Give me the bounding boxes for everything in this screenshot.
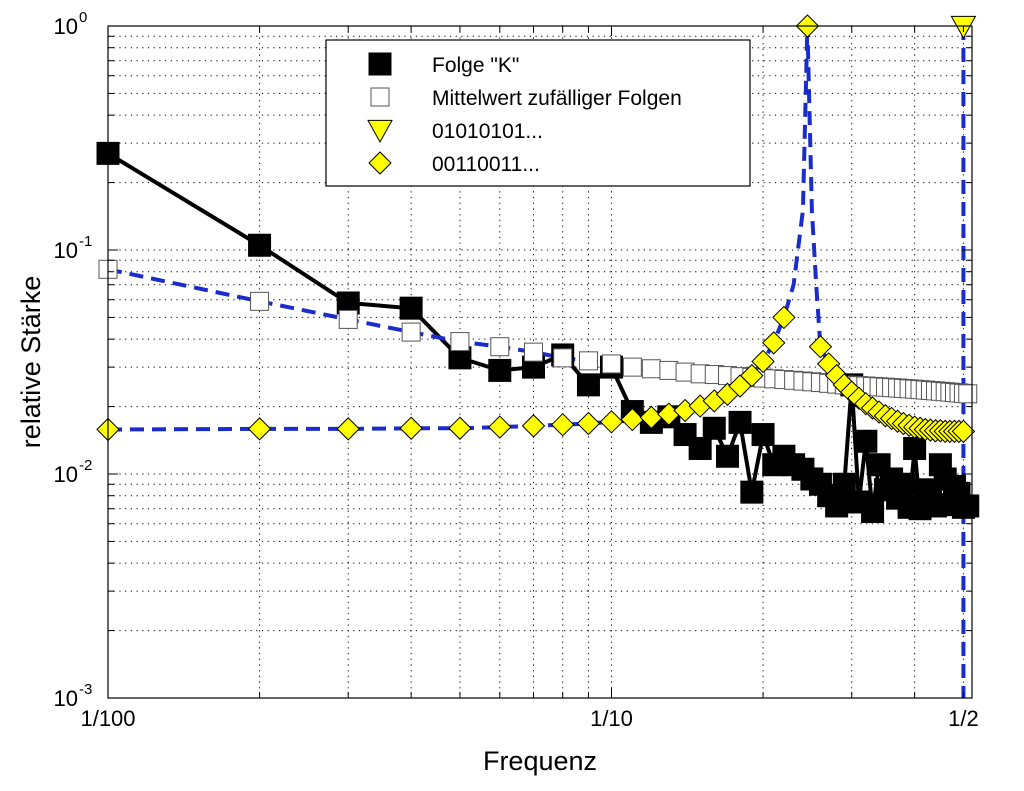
x-tick-label: 1/2 [948,706,979,731]
series-0-point [903,436,927,460]
series-3-point [772,305,796,330]
series-3-point [762,331,786,355]
series-3-point [488,415,512,439]
legend-box [325,39,751,187]
legend-label-2: 01010101... [432,120,543,143]
series-0-point [825,494,849,518]
x-tick-label: 1/100 [80,706,135,731]
x-axis-label: Frequenz [483,746,597,776]
series-1-point [659,360,679,380]
series-3-point [247,417,272,441]
series-0-point [891,472,915,496]
y-tick-label-exponent: -1 [79,233,92,250]
series-0-point [248,233,272,257]
series-3-point [951,419,976,444]
series-3-point [550,412,575,437]
series-1-point [338,309,358,329]
series-1-point [450,332,470,352]
series-0-point [488,358,512,382]
series-line-3 [108,26,964,434]
legend-marker-2 [367,119,393,144]
series-0-point [702,416,726,440]
y-tick-label-base: 10 [54,238,78,263]
markers-group [96,14,980,524]
legend-label-1: Mittelwert zufälliger Folgen [432,87,682,110]
plot-frame [107,25,973,699]
y-tick-label-base: 10 [54,14,78,39]
series-1-point [578,351,598,371]
y-axis-label: relative Stärke [16,276,46,449]
x-tick-label: 1/10 [590,706,633,731]
series-1-point [641,359,661,379]
legend-label-0: Folge "K" [432,54,519,77]
series-3-point [399,416,423,440]
series-0-point [956,494,980,518]
series-3-point [808,335,833,359]
legend-marker-3 [368,151,392,175]
series-1-point [524,342,544,362]
series-3-point [576,411,601,436]
series-0-point [728,410,752,434]
series-0-point [832,472,856,496]
series-1-point [490,337,510,357]
legend-marker-0 [368,52,392,76]
y-tick-label-exponent: -3 [79,681,92,698]
legend-marker-1 [370,87,390,107]
series-1-point [553,348,573,368]
series-1-point [622,357,642,377]
series-3-point [751,349,775,374]
series-1-point [250,291,270,311]
series-3-point [521,414,546,438]
legend-label-3: 00110011... [432,153,540,176]
y-tick-label-exponent: 0 [79,9,87,26]
series-1-point [601,354,621,374]
series-0-point [399,296,423,320]
series-0-point [854,429,878,453]
series-3-point [448,416,472,440]
y-tick-label-base: 10 [54,686,78,711]
series-0-point [861,500,885,524]
series-3-point [620,407,645,432]
ticks [107,26,972,699]
series-0-point [688,436,712,460]
y-tick-label-exponent: -2 [79,457,92,474]
series-1-point [401,322,421,342]
y-tick-label-base: 10 [54,462,78,487]
series-3-point [336,417,360,441]
legend: Folge "K" Mittelwert zufälliger Folgen 010… [325,39,751,187]
series-3-point [740,363,764,388]
series-0-point [740,480,764,504]
series-0-point [751,423,775,447]
series-3-point [599,410,624,434]
series-1-point [958,384,978,404]
series-0-point [576,373,600,397]
series-0-point [716,444,740,468]
